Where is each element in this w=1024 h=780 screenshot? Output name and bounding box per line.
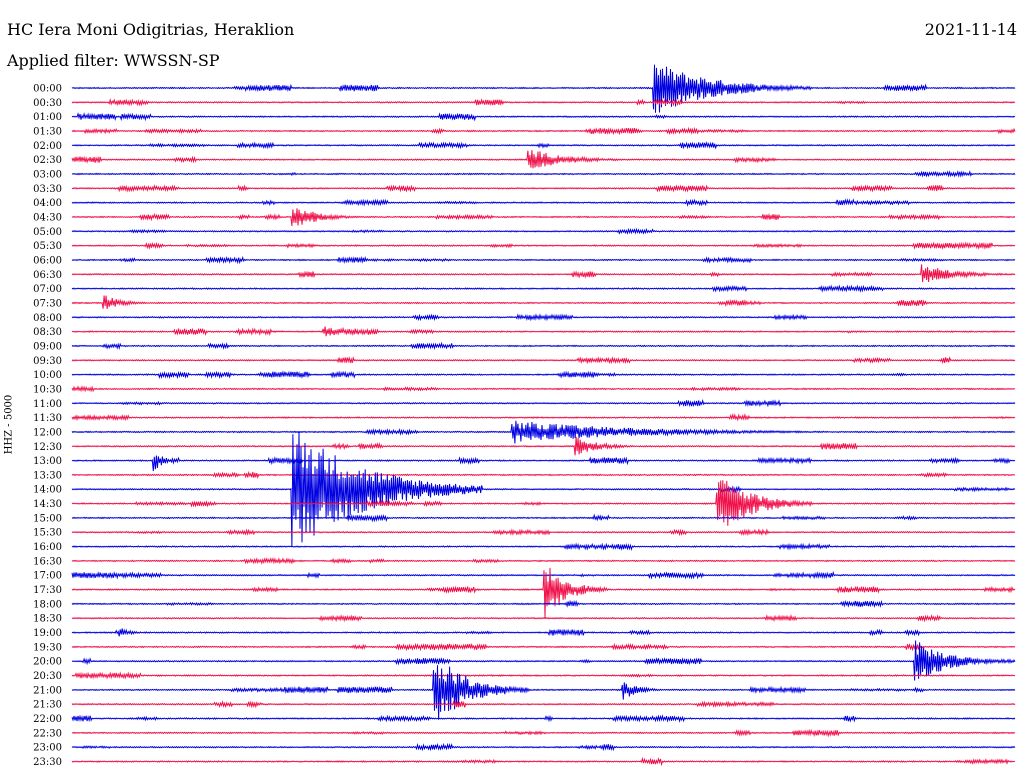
tick-label: 03:30 <box>33 184 62 195</box>
tick-label: 12:30 <box>33 442 62 453</box>
tick-label: 23:30 <box>33 757 62 768</box>
trace-line <box>71 700 1016 709</box>
trace-line <box>71 370 1016 380</box>
tick-label: 06:30 <box>33 270 62 281</box>
tick-label: 11:00 <box>33 399 62 410</box>
trace-line <box>71 341 1016 351</box>
tick-label: 08:00 <box>33 313 62 324</box>
trace-line <box>71 256 1016 265</box>
tick-label: 22:00 <box>33 714 62 725</box>
trace-line <box>71 126 1016 136</box>
date-label: 2021-11-14 <box>924 20 1017 39</box>
tick-label: 03:00 <box>33 169 62 180</box>
trace-line <box>71 208 1016 227</box>
trace-line <box>71 64 1016 113</box>
tick-label: 02:00 <box>33 141 62 152</box>
tick-label: 17:30 <box>33 585 62 596</box>
trace-line <box>71 141 1016 150</box>
tick-label: 09:30 <box>33 356 62 367</box>
trace-line <box>71 241 1016 250</box>
trace-line <box>71 356 1016 365</box>
tick-label: 04:30 <box>33 212 62 223</box>
tick-label: 15:00 <box>33 513 62 524</box>
trace-line <box>71 567 1016 619</box>
tick-label: 11:30 <box>33 413 62 424</box>
tick-label: 21:00 <box>33 685 62 696</box>
trace-line <box>71 756 1016 767</box>
tick-label: 16:00 <box>33 542 62 553</box>
tick-label: 00:30 <box>33 98 62 109</box>
tick-label: 10:30 <box>33 384 62 395</box>
trace-line <box>71 431 1016 547</box>
tick-label: 19:30 <box>33 642 62 653</box>
tick-label: 17:00 <box>33 571 62 582</box>
trace-line <box>71 671 1016 680</box>
trace-line <box>71 642 1016 652</box>
trace-line <box>71 665 1016 720</box>
tick-label: 04:00 <box>33 198 62 209</box>
trace-line <box>71 295 1016 310</box>
tick-label: 21:30 <box>33 700 62 711</box>
trace-line <box>71 420 1016 444</box>
tick-label: 07:30 <box>33 298 62 309</box>
tick-label: 10:00 <box>33 370 62 381</box>
tick-label: 05:30 <box>33 241 62 252</box>
station-title: HC Iera Moni Odigitrias, Heraklion <box>7 20 295 39</box>
trace-line <box>71 640 1016 681</box>
tick-label: 06:00 <box>33 255 62 266</box>
tick-label: 20:00 <box>33 657 62 668</box>
tick-label: 13:30 <box>33 470 62 481</box>
tick-label: 02:30 <box>33 155 62 166</box>
tick-label: 20:30 <box>33 671 62 682</box>
tick-label: 12:00 <box>33 427 62 438</box>
tick-label: 07:00 <box>33 284 62 295</box>
trace-line <box>71 628 1016 637</box>
tick-label: 15:30 <box>33 528 62 539</box>
trace-line <box>71 184 1016 193</box>
tick-label: 01:00 <box>33 112 62 123</box>
tick-label: 08:30 <box>33 327 62 338</box>
tick-label: 18:00 <box>33 599 62 610</box>
trace-line <box>71 385 1016 393</box>
trace-line <box>71 742 1016 752</box>
trace-line <box>71 455 1016 472</box>
tick-label: 18:30 <box>33 614 62 625</box>
trace-line <box>71 470 1016 480</box>
trace-line <box>71 714 1016 723</box>
tick-label: 00:00 <box>33 84 62 95</box>
trace-line <box>71 528 1016 537</box>
trace-line <box>71 326 1016 337</box>
tick-label: 14:30 <box>33 499 62 510</box>
trace-line <box>71 413 1016 422</box>
tick-label: 23:00 <box>33 743 62 754</box>
trace-line <box>71 227 1016 235</box>
trace-line <box>71 198 1016 207</box>
tick-label: 05:00 <box>33 227 62 238</box>
trace-line <box>71 264 1016 283</box>
trace-line <box>71 542 1016 551</box>
tick-label: 22:30 <box>33 728 62 739</box>
filter-label: Applied filter: WWSSN-SP <box>7 51 220 70</box>
trace-line <box>71 480 1016 526</box>
trace-line <box>71 98 1016 107</box>
tick-label: 01:30 <box>33 126 62 137</box>
trace-line <box>71 313 1016 322</box>
trace-line <box>71 112 1016 122</box>
trace-line <box>71 150 1016 169</box>
trace-line <box>71 728 1016 738</box>
tick-label: 13:00 <box>33 456 62 467</box>
trace-line <box>71 599 1016 608</box>
trace-line <box>71 170 1016 178</box>
trace-line <box>71 557 1016 565</box>
tick-label: 16:30 <box>33 556 62 567</box>
trace-line <box>71 436 1016 456</box>
trace-line <box>71 613 1016 623</box>
tick-label: 09:00 <box>33 341 62 352</box>
tick-label: 14:00 <box>33 485 62 496</box>
trace-line <box>71 399 1016 408</box>
trace-line <box>71 513 1016 523</box>
trace-line <box>71 284 1016 293</box>
tick-label: 19:00 <box>33 628 62 639</box>
